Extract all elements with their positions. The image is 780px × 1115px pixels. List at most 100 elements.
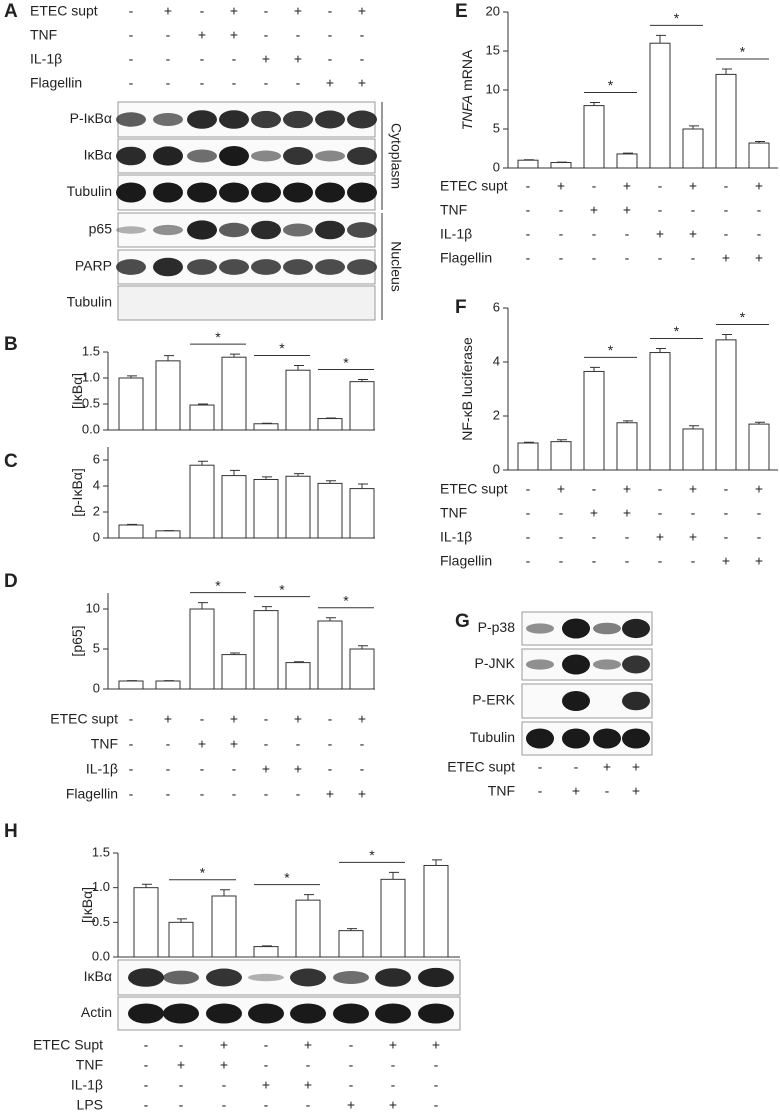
significance-label: *: [369, 847, 375, 863]
condition-sign: +: [230, 736, 238, 752]
condition-sign: +: [590, 202, 598, 218]
condition-sign: -: [625, 250, 630, 266]
blot-band: [187, 149, 217, 163]
blot-band: [562, 618, 590, 639]
blot-band: [251, 110, 281, 129]
condition-sign: -: [391, 1057, 396, 1073]
condition-sign: +: [689, 226, 697, 242]
error-bar: [755, 140, 765, 144]
error-bar: [432, 859, 442, 866]
bar: [517, 159, 539, 169]
condition-sign: -: [360, 736, 365, 752]
condition-sign: -: [538, 783, 543, 799]
condition-sign: -: [658, 202, 663, 218]
condition-sign: -: [605, 783, 610, 799]
condition-sign: -: [391, 1077, 396, 1093]
condition-sign: +: [389, 1097, 397, 1113]
condition-sign: -: [592, 250, 597, 266]
condition-sign: -: [724, 226, 729, 242]
blot-band: [116, 259, 146, 275]
condition-sign: -: [200, 3, 205, 19]
condition-sign: -: [264, 1037, 269, 1053]
condition-sign: -: [559, 505, 564, 521]
condition-sign: +: [656, 529, 664, 545]
blot-band: [219, 110, 249, 129]
bar: [550, 162, 572, 169]
bar: [211, 895, 237, 958]
blot-label: P-IκBα: [70, 110, 112, 126]
blot-band: [375, 1003, 411, 1024]
condition-sign: +: [632, 759, 640, 775]
panel-letter: F: [455, 297, 467, 318]
condition-sign: +: [358, 75, 366, 91]
error-bar: [230, 353, 240, 358]
condition-sign: +: [304, 1077, 312, 1093]
blot-label: Tubulin: [67, 294, 112, 310]
bar: [221, 356, 247, 431]
error-bar: [656, 34, 666, 44]
condition-sign: -: [724, 505, 729, 521]
condition-sign: -: [724, 529, 729, 545]
condition-sign: -: [144, 1077, 149, 1093]
blot-band: [562, 728, 590, 749]
condition-label: IL-1β: [440, 529, 472, 545]
condition-sign: -: [559, 202, 564, 218]
blot-band: [283, 147, 313, 165]
condition-sign: +: [755, 553, 763, 569]
error-bar: [358, 483, 368, 489]
condition-sign: -: [264, 27, 269, 43]
error-bar: [722, 333, 732, 340]
error-bar: [755, 421, 765, 425]
bar: [253, 610, 279, 690]
blot-band: [153, 113, 183, 126]
blot-band: [219, 259, 249, 275]
blot-label: P-JNK: [475, 655, 516, 671]
condition-sign: -: [434, 1057, 439, 1073]
condition-label: IL-1β: [71, 1077, 103, 1093]
condition-sign: +: [603, 759, 611, 775]
error-bar: [262, 476, 272, 480]
condition-sign: -: [200, 51, 205, 67]
y-tick-label: 20: [486, 3, 500, 18]
condition-sign: -: [232, 761, 237, 777]
significance-label: *: [608, 77, 614, 93]
y-tick-label: 5: [493, 120, 500, 135]
condition-sign: -: [129, 786, 134, 802]
condition-sign: -: [658, 553, 663, 569]
bar: [517, 442, 539, 471]
blot-band: [315, 150, 345, 162]
y-axis-label: [IκBα]: [79, 887, 95, 923]
condition-sign: +: [230, 711, 238, 727]
y-tick-label: 15: [486, 42, 500, 57]
y-tick-label: 0.5: [92, 914, 110, 929]
error-bar: [262, 945, 272, 947]
y-axis-label-text: [p65]: [69, 625, 85, 656]
condition-sign: -: [526, 553, 531, 569]
condition-sign: -: [526, 202, 531, 218]
condition-label: ETEC supt: [447, 759, 515, 775]
condition-sign: -: [296, 786, 301, 802]
condition-sign: -: [625, 226, 630, 242]
condition-sign: -: [328, 711, 333, 727]
condition-sign: -: [166, 27, 171, 43]
blot-band: [347, 147, 377, 165]
condition-sign: -: [129, 736, 134, 752]
condition-sign: -: [296, 736, 301, 752]
error-bar: [389, 871, 399, 880]
condition-sign: -: [306, 1097, 311, 1113]
blot-band: [187, 110, 217, 129]
bar: [715, 73, 737, 169]
condition-sign: -: [349, 1077, 354, 1093]
condition-sign: -: [574, 759, 579, 775]
condition-sign: -: [592, 481, 597, 497]
error-bar: [164, 355, 174, 361]
condition-sign: -: [200, 786, 205, 802]
condition-label: TNF: [440, 202, 467, 218]
condition-sign: +: [623, 481, 631, 497]
bar: [583, 370, 605, 471]
condition-sign: -: [166, 75, 171, 91]
significance-label: *: [740, 309, 746, 325]
panel-letter: A: [4, 1, 18, 22]
condition-sign: -: [757, 505, 762, 521]
bar: [349, 488, 375, 539]
